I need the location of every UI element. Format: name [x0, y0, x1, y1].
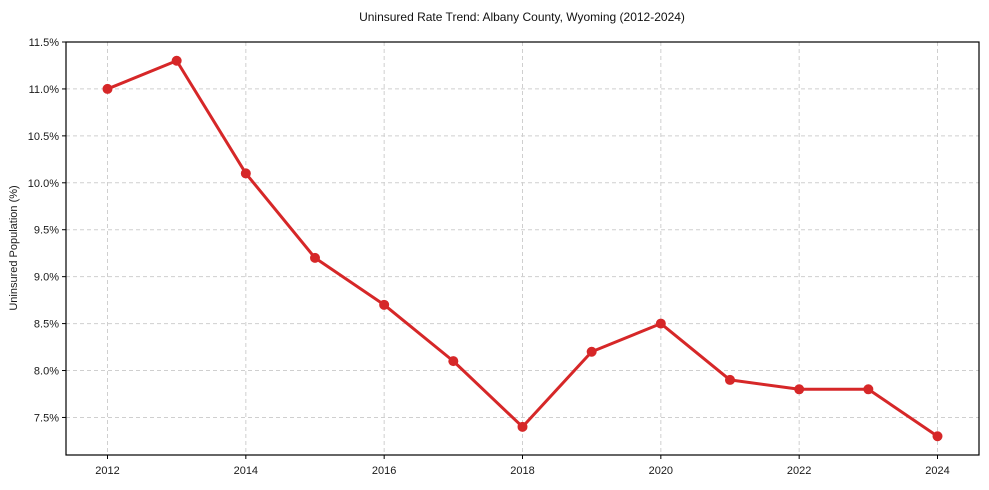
chart-title: Uninsured Rate Trend: Albany County, Wyo…	[359, 10, 685, 24]
data-point	[932, 431, 943, 442]
y-tick-label: 8.0%	[34, 366, 59, 378]
data-point	[310, 252, 320, 263]
plot-area: 7.5% 8.0% 8.5% 9.0% 9.5% 10.0% 10.5% 11.0% 11.5%…	[28, 37, 980, 477]
data-point	[655, 318, 666, 329]
data-point	[586, 346, 597, 357]
data-point	[171, 55, 182, 66]
y-tick-label: 11.5%	[29, 37, 60, 49]
data-point	[517, 421, 528, 432]
x-tick-label: 2018	[510, 465, 534, 477]
data-point	[379, 299, 390, 310]
y-tick-label: 8.5%	[34, 319, 59, 331]
x-tick-label: 2012	[95, 465, 119, 477]
x-tick-label: 2022	[787, 465, 811, 477]
x-tick-label: 2014	[234, 465, 258, 477]
y-tick-label: 11.0%	[29, 84, 60, 96]
y-tick-label: 10.5%	[28, 131, 59, 143]
data-point	[863, 384, 874, 395]
x-tick-label: 2024	[925, 465, 949, 477]
data-point	[240, 168, 251, 179]
x-tick-label: 2020	[649, 465, 673, 477]
x-tick-label: 2016	[372, 465, 396, 477]
y-tick-label: 7.5%	[34, 412, 59, 424]
data-point	[794, 384, 805, 395]
data-point	[448, 356, 459, 367]
y-axis-label: Uninsured Population (%)	[8, 185, 20, 310]
y-tick-label: 9.5%	[34, 225, 59, 237]
y-tick-label: 9.0%	[34, 272, 59, 284]
axes-frame	[65, 41, 980, 456]
data-point	[725, 374, 735, 385]
y-tick-label: 10.0%	[28, 178, 59, 190]
data-point	[102, 83, 113, 94]
